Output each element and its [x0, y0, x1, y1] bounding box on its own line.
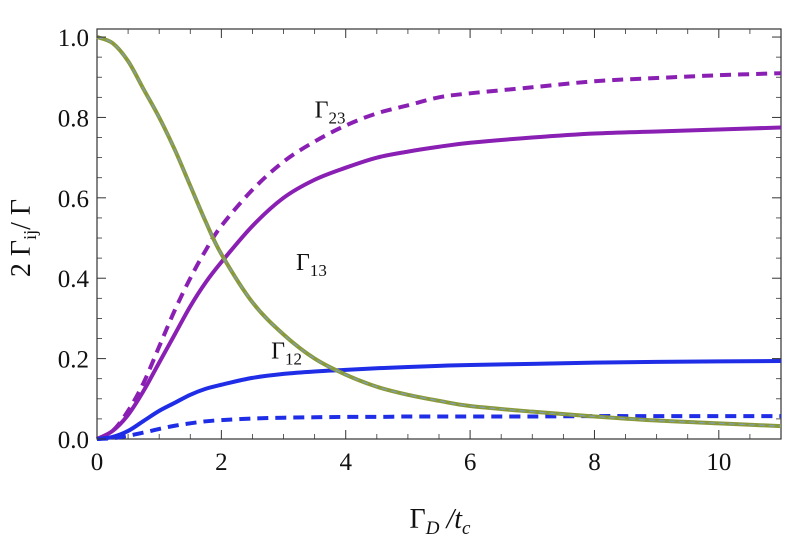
- x-tick-label: 6: [464, 449, 477, 476]
- series-line-g12: [96, 359, 782, 441]
- y-axis-label-post: / Γ: [6, 199, 37, 230]
- x-axis-label: ΓD /tc: [410, 504, 471, 539]
- x-axis-label-sub: D: [425, 518, 440, 539]
- x-axis-label-rest-sub: c: [462, 518, 471, 539]
- curve-label-main: Γ: [296, 250, 310, 276]
- x-axis-label-rest: /t: [439, 504, 463, 535]
- x-tick-label: 10: [706, 449, 731, 476]
- x-tick-label: 0: [91, 449, 104, 476]
- series-line-g12d: [96, 414, 781, 441]
- y-tick-label: 1.0: [58, 25, 89, 52]
- curve-label-gamma-23: Γ23: [315, 97, 346, 127]
- curve-label-main: Γ: [315, 97, 329, 123]
- y-tick-label: 0.8: [58, 105, 89, 132]
- y-tick-label: 0.4: [58, 266, 90, 293]
- curve-label-gamma-13: Γ13: [296, 250, 327, 280]
- y-axis-label-pre: 2 Γ: [6, 240, 37, 277]
- series-line-g23: [96, 71, 782, 441]
- curve-label-gamma-12: Γ12: [271, 339, 302, 369]
- curve-label-main: Γ: [271, 339, 285, 365]
- curve-label-sub: 12: [285, 350, 302, 369]
- y-axis-label-sub: ij: [20, 230, 40, 240]
- y-axis-label: 2 Γij/ Γ: [6, 199, 40, 277]
- x-axis-label-main: Γ: [410, 504, 426, 535]
- series-line-decay-overlay: [96, 36, 782, 427]
- curve-label-sub: 13: [310, 261, 327, 280]
- x-tick-label: 4: [339, 449, 352, 476]
- series-line-g13: [96, 125, 782, 441]
- y-tick-label: 0.6: [58, 186, 89, 213]
- plot-frame: [96, 28, 782, 440]
- x-tick-label: 8: [588, 449, 601, 476]
- ticks-group: 0 2 4 6 8 10 0.0 0.2 0.4 0.6 0.8 1.0: [58, 25, 781, 476]
- y-tick-label: 0.2: [58, 347, 89, 374]
- curves-group: [96, 35, 782, 441]
- curve-label-sub: 23: [329, 108, 346, 127]
- x-tick-label: 2: [215, 449, 228, 476]
- y-tick-label: 0.0: [58, 427, 89, 454]
